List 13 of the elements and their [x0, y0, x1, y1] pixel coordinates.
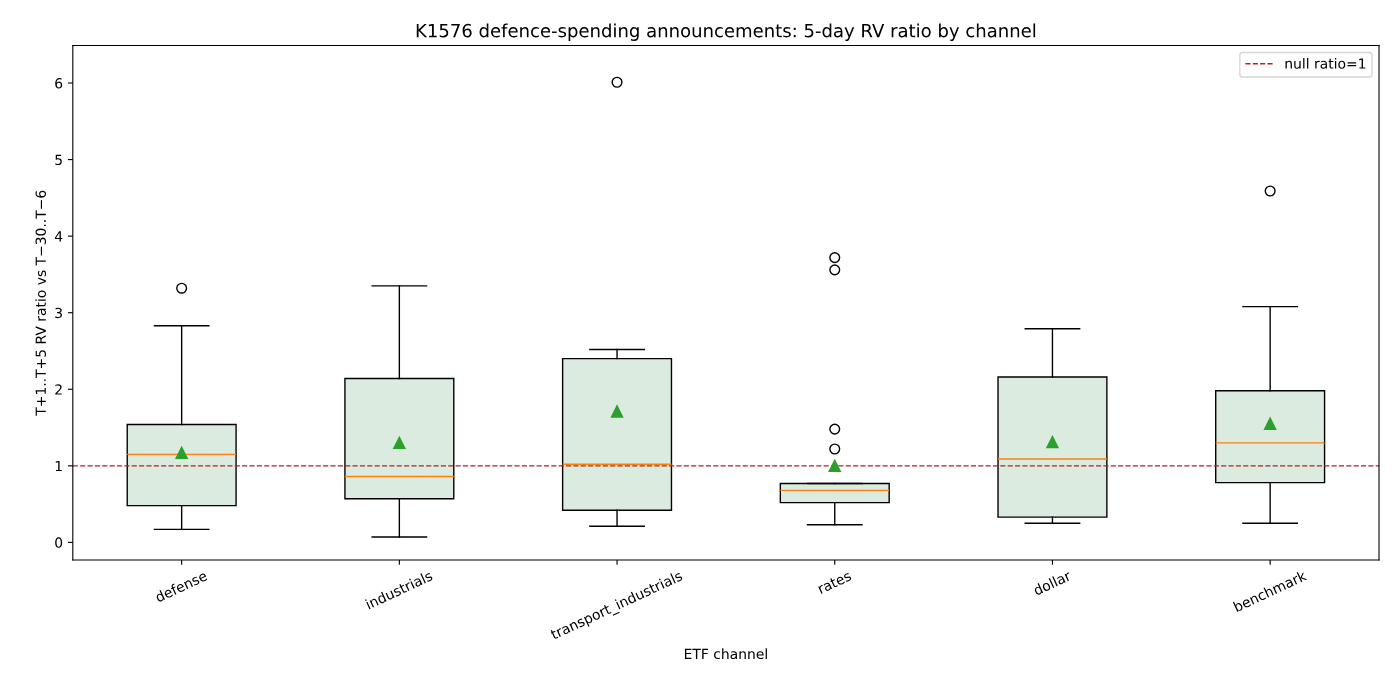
x-tick-label: dollar — [1032, 569, 1072, 596]
legend-label: null ratio=1 — [1285, 58, 1366, 69]
y-tick-label: 4 — [54, 231, 63, 242]
y-tick-label: 5 — [55, 154, 62, 166]
y-tick-label: 6 — [55, 77, 63, 89]
y-tick-label: 2 — [55, 384, 62, 395]
y-tick-label: 1 — [55, 460, 62, 472]
x-tick-label: rates — [817, 570, 852, 594]
x-axis-title: ETF channel — [684, 648, 767, 660]
chart-title: K1576 defence-spending announcements: 5-day RV ratio by channel — [416, 23, 1036, 41]
y-tick-label: 3 — [55, 307, 62, 319]
y-axis-title: T+1..T+5 RV ratio vs T−30..T−6 — [35, 190, 46, 416]
y-tick-label: 0 — [55, 537, 63, 548]
